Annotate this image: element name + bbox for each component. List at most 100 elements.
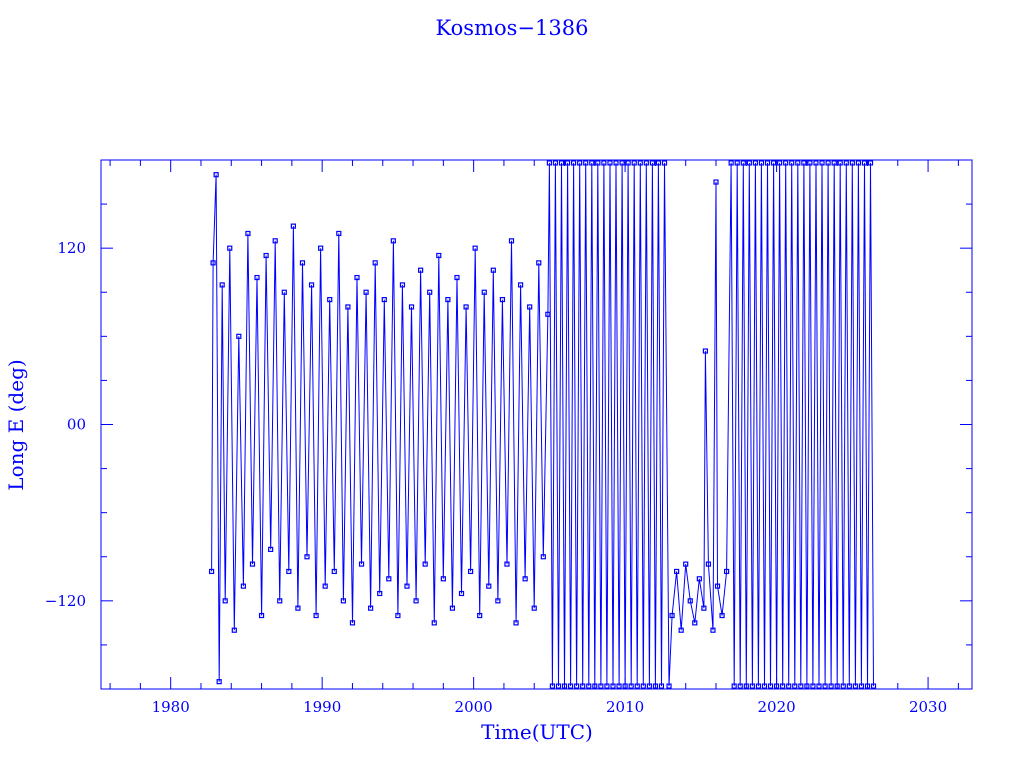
data-point <box>540 554 546 560</box>
y-axis-label: Long E (deg) <box>4 359 28 490</box>
data-point <box>755 683 762 689</box>
data-point <box>734 160 740 166</box>
data-point <box>499 296 506 303</box>
data-point <box>828 683 834 689</box>
data-point <box>687 598 693 604</box>
data-point <box>740 160 746 166</box>
data-point <box>458 590 465 597</box>
data-point <box>272 238 278 244</box>
data-point <box>372 260 378 266</box>
data-point <box>586 683 592 689</box>
data-point <box>696 576 702 582</box>
data-point <box>714 583 721 589</box>
data-point <box>504 561 510 567</box>
x-tick-label: 2000 <box>455 698 493 716</box>
data-point <box>440 576 446 582</box>
data-point <box>358 561 365 567</box>
data-point <box>208 568 215 575</box>
data-point <box>517 282 524 288</box>
data-point <box>308 282 315 288</box>
data-point <box>286 568 292 575</box>
data-point <box>643 160 649 166</box>
data-point <box>240 583 246 589</box>
data-point <box>795 160 801 166</box>
data-point <box>322 583 328 589</box>
data-point <box>436 252 442 259</box>
data-point <box>758 160 765 166</box>
data-point <box>249 561 256 567</box>
data-point <box>789 160 795 166</box>
data-point <box>595 160 601 166</box>
data-point <box>705 561 712 567</box>
data-point <box>767 683 774 689</box>
data-point <box>669 612 675 619</box>
data-point <box>449 605 456 611</box>
data-point <box>546 160 552 166</box>
data-point <box>268 546 274 553</box>
data-point <box>786 683 792 689</box>
data-point <box>613 160 619 166</box>
data-point <box>522 576 528 582</box>
y-tick-label: 120 <box>57 239 86 257</box>
data-point <box>486 583 492 589</box>
axes: 1980 1990 2000 2010 2020 2030 120 00 −120 <box>45 160 972 716</box>
x-tick-label: 2010 <box>606 698 644 716</box>
data-point <box>577 160 583 166</box>
data-point <box>625 160 631 166</box>
data-point <box>661 160 668 166</box>
series-line <box>211 162 874 687</box>
data-point <box>381 296 387 303</box>
data-point <box>363 289 369 295</box>
data-point <box>658 683 665 689</box>
data-point <box>692 620 698 626</box>
data-point <box>431 620 437 626</box>
data-point <box>386 576 392 582</box>
data-point <box>527 304 533 310</box>
data-point <box>345 304 351 310</box>
data-point <box>825 160 831 166</box>
data-point <box>290 223 296 229</box>
data-point <box>631 160 637 166</box>
data-point <box>395 612 401 619</box>
x-tick-label: 2020 <box>757 698 795 716</box>
data-point <box>731 683 737 689</box>
data-point <box>746 160 752 166</box>
data-point <box>313 612 319 619</box>
data-point <box>719 612 725 619</box>
data-point <box>404 583 410 589</box>
data-point <box>477 612 483 619</box>
data-point <box>855 160 861 166</box>
data-point <box>870 683 877 689</box>
x-axis-label: Time(UTC) <box>481 720 593 744</box>
data-point <box>813 160 819 166</box>
data-point <box>263 252 269 259</box>
x-tick-label: 2030 <box>909 698 947 716</box>
data-point <box>619 160 625 166</box>
data-point <box>610 683 616 689</box>
data-point <box>710 627 716 633</box>
data-point <box>390 238 396 244</box>
data-point <box>222 598 228 604</box>
data-point <box>822 683 828 689</box>
data-point <box>810 683 816 689</box>
data-point <box>408 304 415 310</box>
data-point <box>837 160 843 166</box>
data-point <box>858 683 865 689</box>
data-point <box>564 160 571 166</box>
data-point <box>531 605 537 611</box>
series-longitude <box>208 160 877 689</box>
data-point <box>545 311 551 317</box>
data-point <box>349 620 356 626</box>
y-tick-label: 00 <box>67 416 86 434</box>
data-point <box>490 267 496 273</box>
data-point <box>295 605 301 611</box>
data-point <box>666 683 672 689</box>
data-point <box>601 160 607 166</box>
data-point <box>574 683 580 689</box>
data-point <box>463 304 469 310</box>
data-point <box>780 683 786 689</box>
data-point <box>616 683 622 689</box>
data-point <box>640 683 646 689</box>
data-point <box>761 683 768 689</box>
